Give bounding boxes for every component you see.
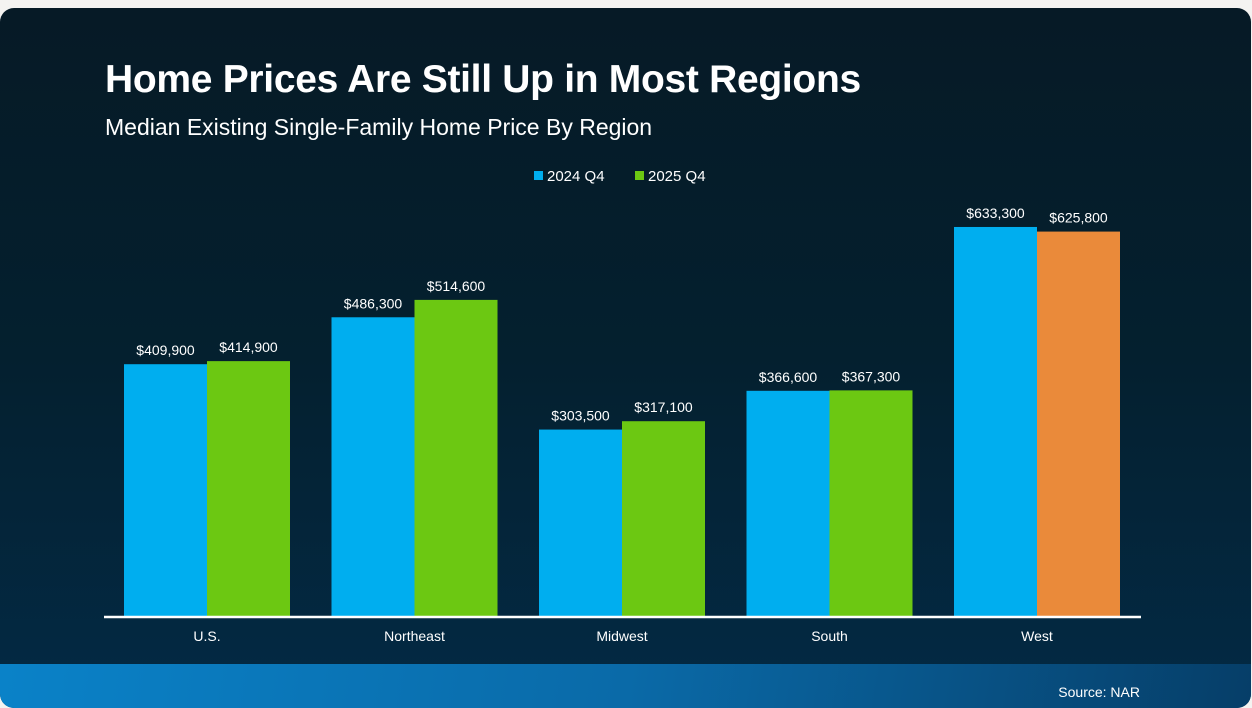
- bar-2025-q4-2: [622, 421, 705, 616]
- footer-band: Source: NAR: [0, 664, 1251, 708]
- legend-swatch: [534, 171, 543, 180]
- legend-label: 2025 Q4: [648, 168, 706, 185]
- data-label: $633,300: [966, 205, 1025, 221]
- data-label: $486,300: [344, 295, 403, 311]
- source-note: Source: NAR: [1058, 684, 1140, 700]
- data-label: $625,800: [1049, 210, 1108, 226]
- bar-2024-q4-4: [954, 226, 1037, 617]
- data-label: $366,600: [759, 369, 818, 385]
- bar-2024-q4-2: [539, 429, 622, 616]
- legend-label: 2024 Q4: [547, 168, 605, 185]
- legend-swatch: [635, 171, 644, 180]
- x-tick-label: U.S.: [193, 628, 220, 644]
- chart-title: Home Prices Are Still Up in Most Regions: [105, 58, 861, 101]
- bar-2025-q4-3: [829, 390, 913, 616]
- bar-2024-q4-3: [746, 390, 830, 616]
- x-tick-label: Midwest: [596, 628, 647, 644]
- x-tick-label: Northeast: [384, 628, 445, 644]
- bar-2025-q4-4: [1037, 231, 1120, 616]
- data-label: $367,300: [842, 368, 901, 384]
- data-label: $409,900: [136, 342, 195, 358]
- data-label: $514,600: [427, 278, 486, 294]
- bar-2025-q4-0: [207, 361, 290, 616]
- bar-2024-q4-1: [331, 317, 415, 616]
- bar-2025-q4-1: [414, 299, 498, 616]
- data-label: $303,500: [551, 408, 610, 424]
- x-tick-label: South: [811, 628, 848, 644]
- x-tick-label: West: [1021, 628, 1053, 644]
- chart-subtitle: Median Existing Single-Family Home Price…: [105, 114, 653, 140]
- data-label: $317,100: [634, 399, 693, 415]
- data-label: $414,900: [219, 339, 278, 355]
- bar-2024-q4-0: [124, 364, 207, 616]
